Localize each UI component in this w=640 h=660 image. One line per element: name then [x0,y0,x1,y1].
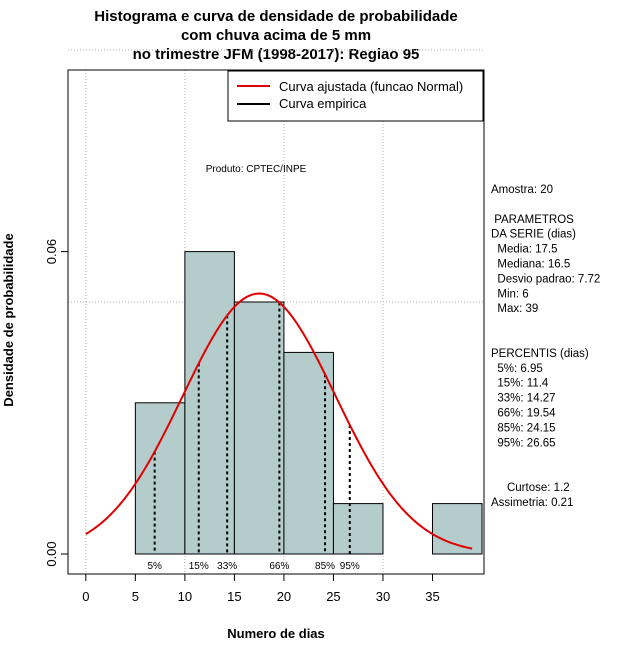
statistics-line: PERCENTIS (dias) [491,348,589,360]
statistics-line: 85%: 24.15 [491,422,556,434]
statistics-line: Min: 6 [491,288,529,300]
y-tick-label: 0.06 [44,239,59,264]
y-tick-label: 0.00 [44,541,59,566]
x-tick-label: 30 [376,589,390,604]
x-tick-label: 35 [425,589,439,604]
statistics-line: 5%: 6.95 [491,363,543,375]
x-axis-title: Numero de dias [227,626,325,641]
percentile-label: 95% [340,561,360,572]
statistics-line: Mediana: 16.5 [491,259,570,271]
axes: 0 5 10 15 20 25 30 35 0.00 0.06 [44,239,440,604]
x-tick-label: 20 [277,589,291,604]
product-annotation: Produto: CPTEC/INPE [206,164,307,175]
statistics-line: Assimetria: 0.21 [491,497,573,509]
statistics-line: Desvio padrao: 7.72 [491,273,600,285]
percentile-label: 5% [147,561,162,572]
chart-title-line-3: no trimestre JFM (1998-2017): Regiao 95 [133,46,420,63]
chart-title-line-2: com chuva acima de 5 mm [181,27,371,44]
chart-title-line-1: Histograma e curva de densidade de proba… [94,8,457,25]
histogram-bar [233,301,285,555]
legend-label-empirical: Curva empirica [279,96,367,111]
y-axis-title: Densidade de probabilidade [1,233,16,406]
histogram-bars [134,251,483,555]
statistics-line: Media: 17.5 [491,244,557,256]
legend-box [227,70,484,122]
percentile-label: 15% [189,561,209,572]
histogram-bar [332,503,384,555]
statistics-line: 95%: 26.65 [491,437,556,449]
statistics-line: 66%: 19.54 [491,408,556,420]
statistics-line: DA SERIE (dias) [491,229,576,241]
x-tick-label: 0 [82,589,89,604]
percentile-label: 66% [269,561,289,572]
x-tick-label: 10 [178,589,192,604]
statistics-line: Curtose: 1.2 [491,482,570,494]
normal-curve-line [85,292,473,550]
x-tick-label: 15 [227,589,241,604]
histogram-bar [184,251,235,555]
statistics-line: 15%: 11.4 [491,378,549,390]
histogram-bar [431,503,483,555]
normal-curve [85,292,473,550]
statistics-panel: Amostra: 20 PARAMETROS DA SERIE (dias) Me… [491,184,600,509]
statistics-line: 33%: 14.27 [491,393,556,405]
percentile-label: 33% [217,561,237,572]
histogram-bar [134,402,186,555]
x-tick-label: 5 [132,589,139,604]
legend: Curva ajustada (funcao Normal) Curva emp… [227,70,484,122]
percentile-label: 85% [315,561,335,572]
percentile-lines: 5% 15% 33% 66% 85% 95% [147,302,360,572]
statistics-line: Max: 39 [491,303,538,315]
legend-label-normal: Curva ajustada (funcao Normal) [279,79,463,94]
statistics-line: PARAMETROS [491,214,574,226]
statistics-line: Amostra: 20 [491,184,553,196]
x-tick-label: 25 [326,589,340,604]
